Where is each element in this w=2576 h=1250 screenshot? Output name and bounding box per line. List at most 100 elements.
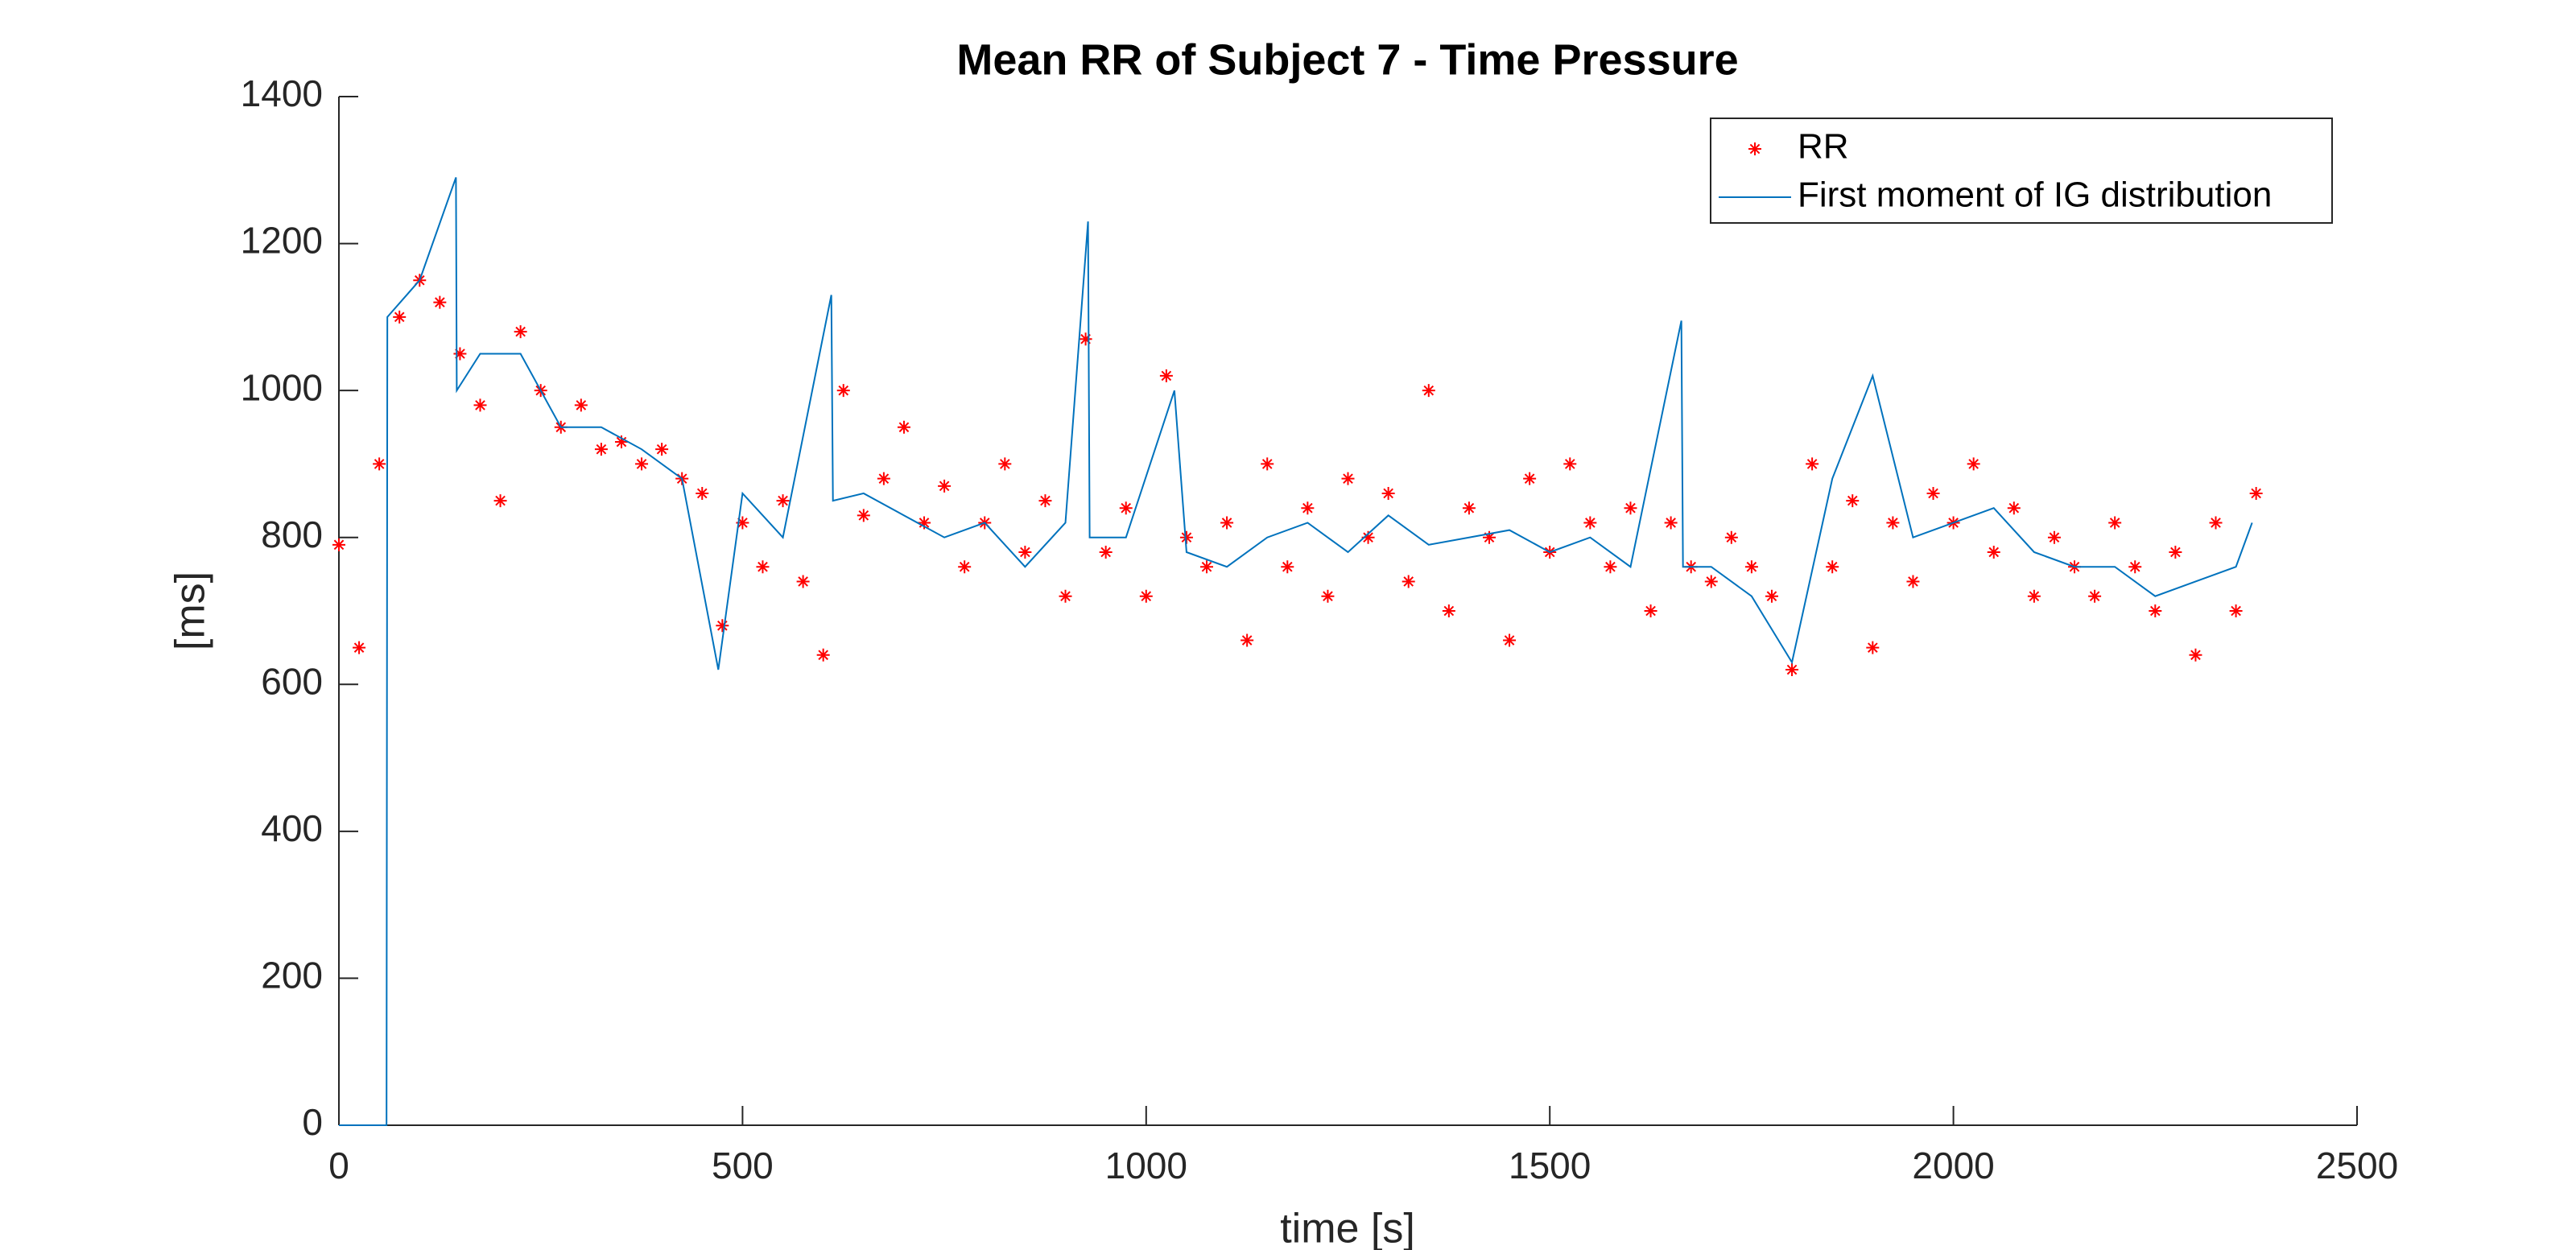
data-point — [2149, 604, 2162, 617]
data-point — [1806, 457, 1819, 471]
legend-label: RR — [1798, 127, 1849, 167]
y-tick-label: 800 — [261, 514, 323, 555]
data-point — [836, 384, 850, 398]
y-tick-label: 1400 — [241, 72, 323, 114]
data-point — [433, 295, 447, 309]
data-point — [1644, 604, 1657, 617]
legend-label: First moment of IG distribution — [1798, 175, 2272, 215]
data-point — [1402, 575, 1415, 588]
data-point — [716, 619, 729, 633]
data-point — [1886, 516, 1900, 530]
x-tick-label: 2000 — [1912, 1145, 1994, 1186]
data-point — [1261, 457, 1274, 471]
data-point — [614, 435, 628, 449]
data-point — [1139, 589, 1153, 603]
y-tick-label: 0 — [302, 1101, 323, 1143]
data-point — [1281, 560, 1294, 574]
data-point — [1624, 501, 1637, 515]
data-point — [574, 398, 588, 412]
data-point — [1724, 530, 1738, 544]
data-point — [353, 641, 366, 654]
data-point — [2088, 589, 2102, 603]
data-point — [373, 457, 386, 471]
data-point — [736, 516, 749, 530]
y-axis-label: [ms] — [167, 571, 214, 650]
data-point — [1765, 589, 1778, 603]
x-tick-label: 500 — [712, 1145, 774, 1186]
y-tick-label: 600 — [261, 660, 323, 702]
data-point — [1241, 633, 1254, 647]
data-point — [1785, 663, 1799, 677]
y-tick-label: 400 — [261, 807, 323, 849]
data-point — [816, 648, 830, 662]
data-point — [1967, 457, 1980, 471]
data-point — [1906, 575, 1920, 588]
data-point — [1987, 545, 2000, 559]
data-point — [2189, 648, 2202, 662]
data-point — [1563, 457, 1577, 471]
data-point — [1442, 604, 1455, 617]
data-point — [1744, 560, 1758, 574]
data-point — [2128, 560, 2142, 574]
data-point — [1301, 501, 1315, 515]
data-point — [1220, 516, 1234, 530]
data-point — [998, 457, 1012, 471]
data-point — [1079, 332, 1092, 346]
data-point — [897, 420, 910, 434]
data-point — [857, 509, 870, 522]
data-point — [1583, 516, 1597, 530]
data-point — [1926, 486, 1940, 500]
x-tick-label: 1500 — [1509, 1145, 1591, 1186]
chart-title: Mean RR of Subject 7 - Time Pressure — [956, 35, 1738, 84]
data-point — [1422, 384, 1435, 398]
data-point — [2007, 501, 2021, 515]
data-point — [514, 325, 527, 339]
data-point — [2229, 604, 2243, 617]
data-point — [1159, 369, 1173, 382]
data-point — [696, 486, 709, 500]
data-point — [756, 560, 770, 574]
data-point — [1704, 575, 1718, 588]
data-point — [1341, 472, 1355, 485]
y-tick-label: 1200 — [241, 220, 323, 262]
data-point — [1866, 641, 1880, 654]
data-point — [1462, 501, 1476, 515]
legend-box — [1710, 118, 2333, 224]
x-tick-label: 1000 — [1105, 1145, 1187, 1186]
x-tick-label: 0 — [328, 1145, 349, 1186]
data-point — [1321, 589, 1335, 603]
x-axis-label: time [s] — [1280, 1206, 1415, 1250]
data-point — [1361, 530, 1375, 544]
data-point — [453, 347, 467, 361]
data-point — [1846, 494, 1860, 508]
data-point — [655, 443, 669, 456]
data-point — [796, 575, 810, 588]
data-point — [493, 494, 507, 508]
data-point — [1826, 560, 1839, 574]
data-point — [1604, 560, 1617, 574]
data-point — [1523, 472, 1537, 485]
data-point — [1059, 589, 1072, 603]
data-point — [1381, 486, 1395, 500]
data-point — [1664, 516, 1678, 530]
data-point — [473, 398, 487, 412]
data-point — [2249, 486, 2263, 500]
data-point — [776, 494, 790, 508]
data-point — [877, 472, 890, 485]
data-point — [635, 457, 649, 471]
data-point — [1482, 530, 1496, 544]
series-line — [339, 177, 2253, 1126]
data-point — [332, 538, 345, 551]
data-point — [2108, 516, 2122, 530]
data-point — [1099, 545, 1113, 559]
data-point — [918, 516, 931, 530]
x-tick-label: 2500 — [2316, 1145, 2398, 1186]
y-tick-label: 1000 — [241, 366, 323, 408]
data-point — [2027, 589, 2041, 603]
data-point — [594, 443, 608, 456]
data-point — [2209, 516, 2223, 530]
data-point — [958, 560, 972, 574]
data-point — [393, 310, 407, 324]
